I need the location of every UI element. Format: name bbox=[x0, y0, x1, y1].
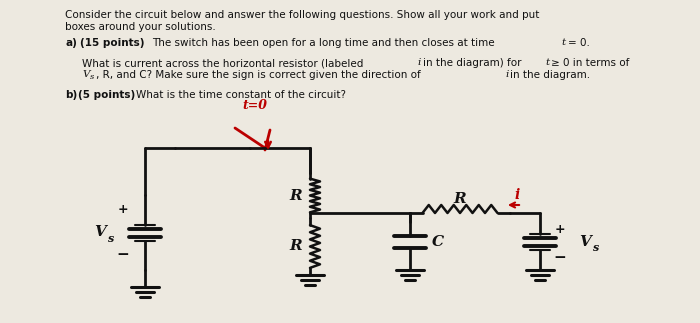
Text: Consider the circuit below and answer the following questions. Show all your wor: Consider the circuit below and answer th… bbox=[65, 10, 540, 20]
Text: s: s bbox=[90, 73, 94, 81]
Text: (15 points): (15 points) bbox=[80, 38, 144, 48]
Text: (5 points): (5 points) bbox=[78, 90, 135, 100]
Text: in the diagram) for: in the diagram) for bbox=[423, 58, 522, 68]
Text: +: + bbox=[118, 203, 128, 216]
Text: −: − bbox=[554, 250, 566, 265]
Text: i: i bbox=[505, 70, 508, 79]
Text: V: V bbox=[579, 234, 591, 248]
Text: in the diagram.: in the diagram. bbox=[510, 70, 590, 80]
Text: i: i bbox=[417, 58, 421, 67]
Text: s: s bbox=[593, 242, 599, 253]
Text: i: i bbox=[515, 188, 520, 202]
Text: The switch has been open for a long time and then closes at time: The switch has been open for a long time… bbox=[152, 38, 495, 48]
Text: t: t bbox=[545, 58, 549, 67]
Text: V: V bbox=[82, 70, 90, 79]
Text: ≥ 0 in terms of: ≥ 0 in terms of bbox=[551, 58, 629, 68]
Text: What is the time constant of the circuit?: What is the time constant of the circuit… bbox=[136, 90, 346, 100]
Text: a): a) bbox=[65, 38, 77, 48]
Text: = 0.: = 0. bbox=[568, 38, 590, 48]
Text: R: R bbox=[290, 189, 302, 203]
Text: V: V bbox=[94, 225, 106, 239]
Text: R: R bbox=[290, 239, 302, 254]
Text: s: s bbox=[108, 233, 114, 244]
Text: boxes around your solutions.: boxes around your solutions. bbox=[65, 22, 216, 32]
Text: R: R bbox=[454, 192, 466, 206]
Text: C: C bbox=[432, 234, 444, 248]
Text: What is current across the horizontal resistor (labeled: What is current across the horizontal re… bbox=[82, 58, 363, 68]
Text: b): b) bbox=[65, 90, 77, 100]
Text: , R, and C? Make sure the sign is correct given the direction of: , R, and C? Make sure the sign is correc… bbox=[96, 70, 421, 80]
Text: −: − bbox=[117, 247, 130, 262]
Text: +: + bbox=[554, 223, 566, 236]
Text: t=0: t=0 bbox=[242, 99, 267, 112]
Text: t: t bbox=[561, 38, 565, 47]
